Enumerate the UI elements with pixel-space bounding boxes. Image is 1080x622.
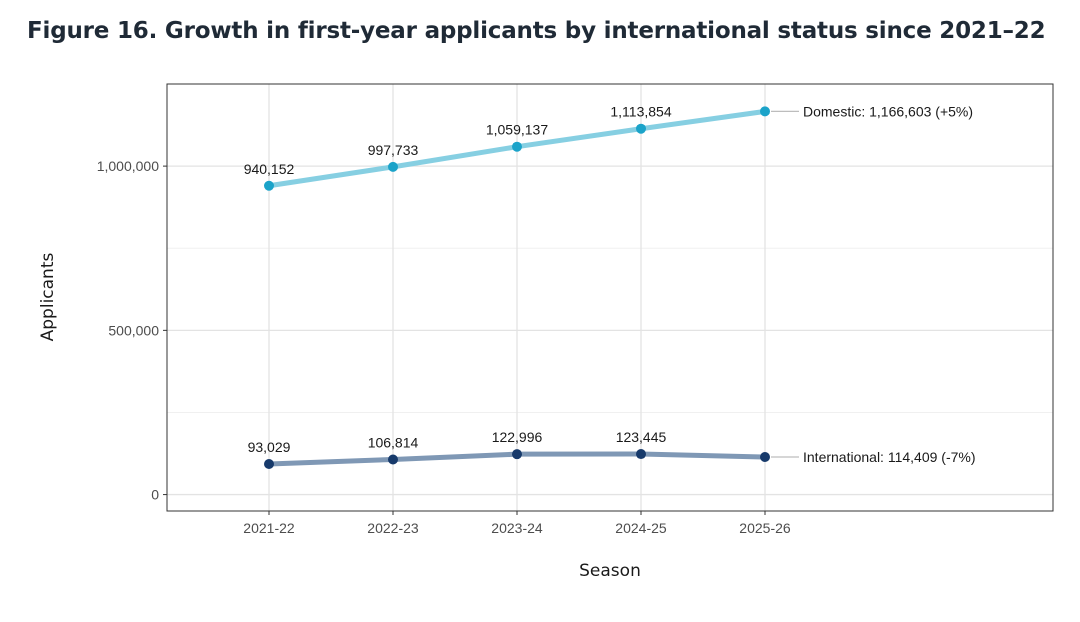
data-label-domestic: 1,059,137 xyxy=(486,122,548,138)
tick-layer: 0 500,000 1,000,000 2021-22 2022-23 2023-24 20… xyxy=(97,158,791,536)
y-axis-title: Applicants xyxy=(38,252,58,341)
x-tick-label: 2025-26 xyxy=(739,520,791,536)
y-tick-label: 1,000,000 xyxy=(97,158,159,174)
data-point-domestic xyxy=(264,180,274,191)
data-label-domestic: 997,733 xyxy=(368,142,419,158)
data-point-domestic xyxy=(388,161,398,172)
data-label-international: 106,814 xyxy=(368,434,419,450)
end-label-domestic: Domestic: 1,166,603 (+5%) xyxy=(803,103,973,119)
data-point-international xyxy=(636,449,646,460)
figure-title: Figure 16. Growth in first-year applican… xyxy=(27,18,1046,44)
data-label-international: 122,996 xyxy=(492,429,543,445)
grid-layer xyxy=(167,83,1053,511)
series-layer: 940,152 997,733 1,059,137 1,113,854 Domestic… xyxy=(244,103,976,470)
y-tick-label: 0 xyxy=(151,487,159,503)
x-tick-label: 2021-22 xyxy=(243,520,295,536)
data-label-domestic: 1,113,854 xyxy=(610,104,671,120)
series-international: 93,029 106,814 122,996 123,445 International… xyxy=(248,429,976,470)
data-point-international xyxy=(512,449,522,460)
plot-panel-border xyxy=(166,83,1054,512)
x-tick-label: 2023-24 xyxy=(491,520,543,536)
x-tick-label: 2022-23 xyxy=(367,520,419,536)
data-point-domestic xyxy=(636,123,646,134)
data-point-international xyxy=(264,459,274,470)
data-label-international: 123,445 xyxy=(616,429,667,445)
series-domestic: 940,152 997,733 1,059,137 1,113,854 Domestic… xyxy=(244,103,973,191)
data-point-domestic xyxy=(512,141,522,152)
data-point-international xyxy=(388,454,398,465)
x-tick-label: 2024-25 xyxy=(615,520,667,536)
x-axis-title: Season xyxy=(579,561,641,581)
y-tick-label: 500,000 xyxy=(108,322,159,338)
data-label-international: 93,029 xyxy=(248,439,291,455)
end-label-international: International: 114,409 (-7%) xyxy=(803,449,976,465)
data-point-domestic xyxy=(760,106,770,117)
data-point-international xyxy=(760,451,770,462)
data-label-domestic: 940,152 xyxy=(244,161,295,177)
